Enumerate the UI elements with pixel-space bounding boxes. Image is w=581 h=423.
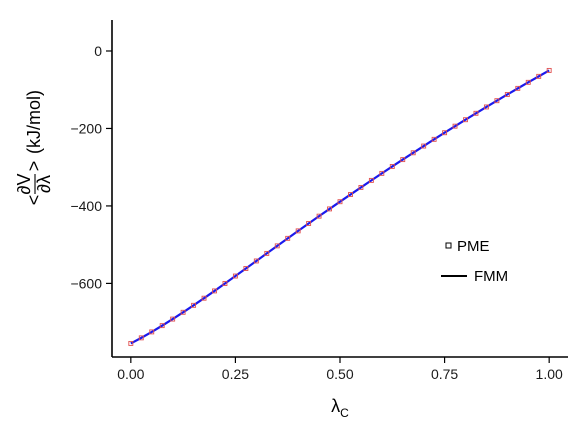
data-point-pme (504, 92, 510, 97)
data-point-pme (431, 136, 437, 142)
data-point-pme (253, 258, 259, 264)
axes (111, 20, 568, 358)
data-point-pme (295, 228, 301, 234)
y-axis-title-unit: (kJ/mol) (24, 90, 44, 154)
x-axis-title-subscript: C (340, 406, 349, 420)
legend: PME FMM (441, 238, 508, 285)
data-point-pme (285, 235, 291, 241)
x-tick-label: 0.25 (222, 366, 249, 382)
y-axis-title-numerator: ∂V (14, 174, 34, 195)
data-point-pme (494, 98, 500, 104)
data-point-pme (379, 170, 385, 176)
data-point-pme (316, 213, 322, 219)
data-point-pme (515, 85, 521, 91)
y-tick-label: 0 (94, 43, 102, 59)
data-point-pme (463, 117, 468, 123)
y-tick-label: −200 (70, 120, 102, 136)
y-tick-label: −600 (70, 275, 102, 291)
x-ticks: 0.00 0.25 0.50 0.75 1.00 (117, 357, 563, 382)
data-point-pme (201, 295, 207, 301)
y-axis-title-open-bracket: < (24, 195, 44, 206)
data-point-pme (274, 243, 280, 249)
data-point-pme (327, 206, 332, 212)
data-point-pme (421, 143, 427, 149)
x-axis-title-main: λ (331, 396, 340, 416)
x-axis-title: λC (331, 396, 349, 420)
x-tick-label: 0.75 (431, 366, 458, 382)
x-tick-label: 0.00 (117, 366, 144, 382)
y-axis-title-close-bracket: > (24, 161, 44, 172)
data-point-pme (212, 288, 217, 294)
data-point-pme (191, 302, 197, 308)
data-point-pme (243, 266, 249, 271)
data-point-pme (473, 110, 479, 116)
data-point-pme (442, 130, 448, 136)
data-point-pme (170, 316, 176, 322)
data-point-pme (337, 199, 343, 205)
data-point-pme (306, 221, 312, 226)
series-layer (128, 67, 552, 346)
data-point-pme (389, 164, 395, 169)
data-point-pme (546, 67, 552, 73)
data-point-pme (452, 123, 458, 129)
y-axis-title: < ∂V ∂λ > (kJ/mol) (14, 90, 54, 205)
legend-fmm-label: FMM (474, 268, 508, 285)
data-point-pme (358, 184, 364, 190)
data-point-pme (159, 323, 165, 329)
data-point-pme (138, 335, 144, 341)
y-tick-label: −400 (70, 198, 102, 214)
x-tick-label: 1.00 (536, 366, 563, 382)
x-tick-label: 0.50 (326, 366, 353, 382)
y-axis-title-denominator: ∂λ (34, 175, 54, 193)
data-point-pme (536, 73, 542, 79)
data-point-pme (400, 157, 406, 163)
legend-pme-marker (445, 242, 452, 249)
data-point-pme (525, 79, 531, 85)
data-point-pme (483, 104, 489, 110)
y-ticks: 0 −200 −400 −600 (70, 43, 112, 291)
data-point-pme (222, 281, 228, 286)
data-point-pme (348, 192, 353, 197)
data-point-pme (128, 340, 134, 346)
data-point-pme (264, 250, 270, 256)
data-point-pme (368, 177, 374, 183)
data-point-pme (232, 273, 238, 279)
legend-pme-label: PME (457, 238, 490, 255)
data-point-pme (410, 150, 416, 156)
data-point-pme (149, 329, 155, 335)
series-line-fmm (130, 69, 550, 345)
data-point-pme (180, 309, 186, 315)
